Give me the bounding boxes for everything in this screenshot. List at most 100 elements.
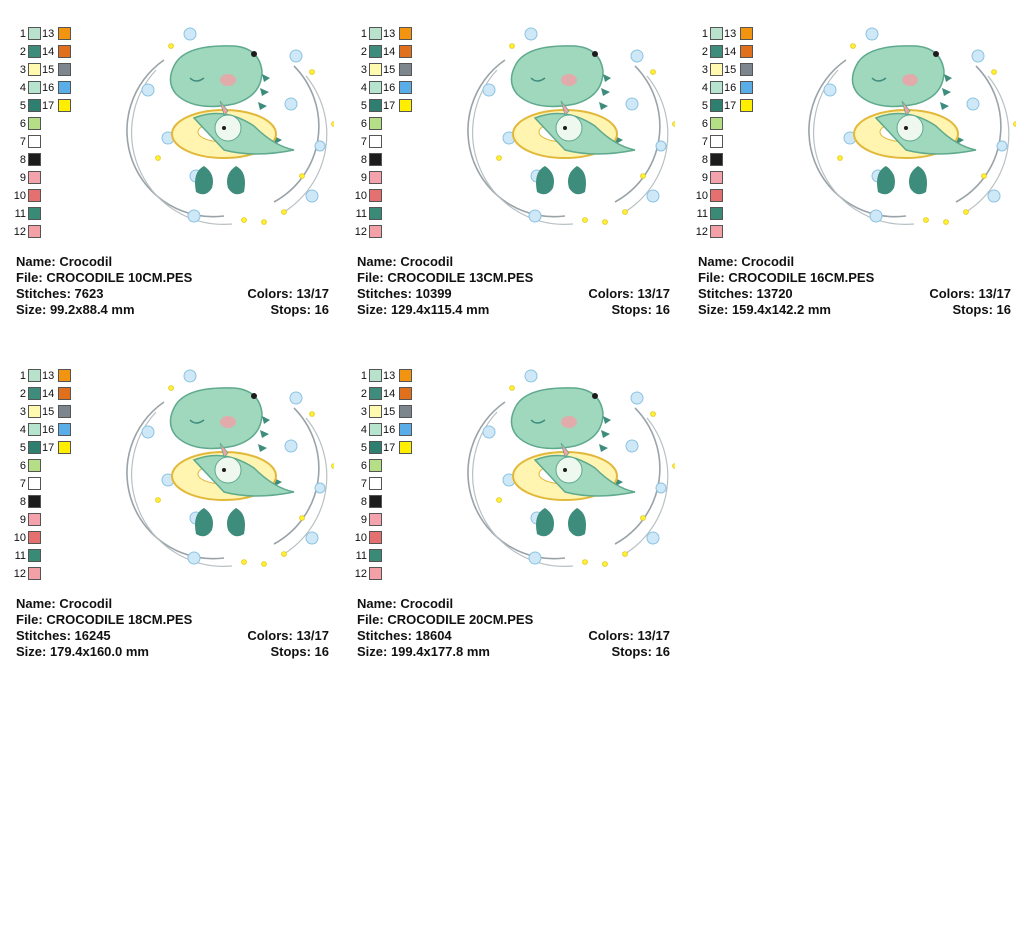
- color-swatch: [399, 81, 412, 94]
- palette-row: 8: [16, 152, 96, 170]
- color-number: 8: [360, 496, 367, 508]
- color-swatch: [369, 369, 382, 382]
- palette-row: 4 16: [16, 80, 96, 98]
- color-swatch: [710, 225, 723, 238]
- color-swatch: [369, 81, 382, 94]
- color-number: 17: [383, 442, 396, 454]
- color-number: 7: [19, 478, 26, 490]
- color-number: 10: [13, 532, 26, 544]
- color-swatch: [369, 189, 382, 202]
- palette-row: 10: [14, 188, 96, 206]
- color-swatch: [58, 81, 71, 94]
- color-number: 11: [14, 550, 26, 562]
- design-stitches: Stitches: 13720 Colors: 13/17: [698, 286, 1011, 301]
- color-swatch: [28, 63, 41, 76]
- color-number: 13: [383, 28, 396, 40]
- palette-row: 11: [15, 206, 96, 224]
- color-swatch: [28, 405, 41, 418]
- color-swatch: [710, 207, 723, 220]
- color-number: 5: [701, 100, 708, 112]
- palette-row: 11: [697, 206, 778, 224]
- palette-row: 10: [696, 188, 778, 206]
- color-swatch: [710, 81, 723, 94]
- design-card: 1 13 2 14 3 15 4 16 5 17 6 7 8: [14, 26, 346, 356]
- color-number: 14: [42, 388, 55, 400]
- color-swatch: [28, 549, 41, 562]
- crocodile-embroidery-image: [124, 368, 334, 568]
- color-number: 3: [360, 64, 367, 76]
- color-swatch: [399, 369, 412, 382]
- color-number: 7: [19, 136, 26, 148]
- palette-row: 3 15: [16, 62, 96, 80]
- design-size: Size: 129.4x115.4 mm Stops: 16: [357, 302, 670, 317]
- palette-row: 11: [356, 548, 437, 566]
- palette-row: 12: [355, 566, 437, 584]
- color-number: 14: [383, 46, 396, 58]
- color-swatch: [369, 99, 382, 112]
- color-number: 11: [696, 208, 708, 220]
- design-info: Name: Crocodil File: CROCODILE 10CM.PES …: [16, 254, 329, 318]
- color-swatch: [28, 27, 41, 40]
- crocodile-embroidery-image: [465, 26, 675, 226]
- color-number: 4: [19, 424, 26, 436]
- design-name: Name: Crocodil: [16, 596, 113, 611]
- color-swatch: [28, 369, 41, 382]
- color-number: 1: [19, 28, 26, 40]
- color-swatch: [28, 171, 41, 184]
- color-number: 10: [13, 190, 26, 202]
- design-file: File: CROCODILE 18CM.PES: [16, 612, 193, 627]
- color-swatch: [369, 459, 382, 472]
- design-info: Name: Crocodil File: CROCODILE 18CM.PES …: [16, 596, 329, 660]
- palette-row: 6: [16, 116, 96, 134]
- palette-row: 6: [357, 458, 437, 476]
- design-colors: Colors: 13/17: [247, 286, 329, 301]
- color-number: 9: [360, 514, 367, 526]
- color-number: 12: [354, 568, 367, 580]
- color-number: 4: [19, 82, 26, 94]
- color-number: 5: [19, 442, 26, 454]
- color-swatch: [58, 441, 71, 454]
- color-swatch: [28, 423, 41, 436]
- color-swatch: [28, 135, 41, 148]
- color-number: 5: [360, 442, 367, 454]
- design-file: File: CROCODILE 13CM.PES: [357, 270, 534, 285]
- palette-row: 12: [355, 224, 437, 242]
- crocodile-embroidery-image: [465, 368, 675, 568]
- design-stops: Stops: 16: [611, 644, 670, 659]
- color-swatch: [710, 45, 723, 58]
- color-number: 1: [701, 28, 708, 40]
- design-size: Size: 199.4x177.8 mm Stops: 16: [357, 644, 670, 659]
- color-number: 15: [724, 64, 737, 76]
- palette-row: 7: [357, 476, 437, 494]
- color-swatch: [710, 153, 723, 166]
- palette-row: 2 14: [698, 44, 778, 62]
- color-swatch: [369, 531, 382, 544]
- design-name: Name: Crocodil: [357, 254, 454, 269]
- color-swatch: [399, 27, 412, 40]
- color-swatch: [369, 63, 382, 76]
- palette-row: 9: [16, 170, 96, 188]
- color-number: 9: [701, 172, 708, 184]
- palette-row: 9: [16, 512, 96, 530]
- color-swatch: [369, 153, 382, 166]
- design-colors: Colors: 13/17: [588, 628, 670, 643]
- color-swatch: [369, 513, 382, 526]
- color-number: 7: [360, 136, 367, 148]
- palette-row: 2 14: [16, 44, 96, 62]
- color-number: 5: [360, 100, 367, 112]
- color-swatch: [369, 495, 382, 508]
- color-number: 16: [724, 82, 737, 94]
- color-swatch: [28, 207, 41, 220]
- palette-row: 8: [357, 152, 437, 170]
- color-swatch: [399, 441, 412, 454]
- color-number: 9: [360, 172, 367, 184]
- color-number: 16: [383, 424, 396, 436]
- color-number: 3: [360, 406, 367, 418]
- palette-row: 12: [696, 224, 778, 242]
- color-number: 4: [701, 82, 708, 94]
- color-swatch: [369, 441, 382, 454]
- color-swatch: [740, 27, 753, 40]
- color-swatch: [28, 153, 41, 166]
- color-number: 15: [383, 64, 396, 76]
- palette-row: 3 15: [357, 62, 437, 80]
